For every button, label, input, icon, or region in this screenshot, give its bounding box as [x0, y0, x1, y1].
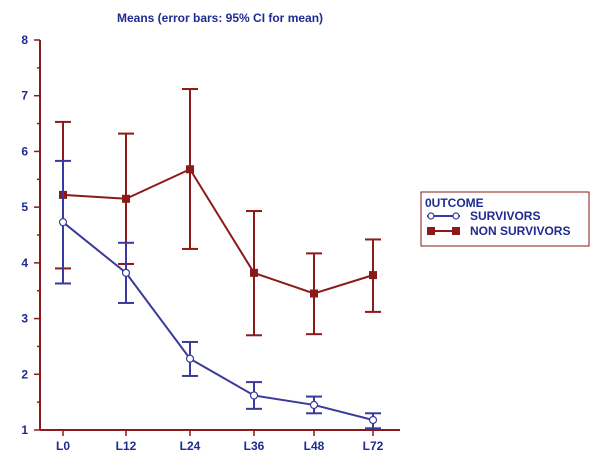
y-tick-label: 4	[21, 256, 28, 270]
x-tick-label: L36	[244, 439, 265, 453]
x-tick-label: L72	[363, 439, 384, 453]
y-tick-label: 7	[21, 89, 28, 103]
legend-marker	[452, 227, 460, 235]
legend-label: SURVIVORS	[470, 209, 540, 223]
y-tick-label: 2	[21, 367, 28, 381]
series-line	[62, 167, 374, 295]
x-tick-label: L0	[56, 439, 70, 453]
x-tick-label: L24	[180, 439, 201, 453]
legend-item: NON SURVIVORS	[427, 224, 570, 238]
data-point	[249, 391, 259, 400]
legend-marker	[427, 227, 435, 235]
data-point	[122, 194, 130, 203]
data-point	[369, 271, 377, 280]
data-point	[186, 165, 194, 174]
series-survivors	[55, 159, 381, 430]
legend-marker	[452, 212, 460, 220]
chart-axes: 1 2 3 4 5 6 7 8 L0 L12 L24 L36 L48 L72	[21, 33, 400, 453]
data-point	[250, 268, 258, 277]
data-point	[121, 268, 131, 277]
data-point	[58, 218, 68, 227]
legend-marker	[427, 212, 435, 220]
y-tick-label: 6	[21, 144, 28, 158]
series-line	[62, 221, 374, 421]
y-tick-label: 1	[21, 423, 28, 437]
legend-label: NON SURVIVORS	[470, 224, 570, 238]
chart-title: Means (error bars: 95% CI for mean)	[117, 11, 323, 25]
x-tick-label: L48	[304, 439, 325, 453]
legend-item: SURVIVORS	[427, 209, 540, 223]
y-tick-label: 5	[21, 200, 28, 214]
data-point	[309, 400, 319, 410]
data-point	[310, 289, 318, 298]
y-tick-label: 3	[21, 312, 28, 326]
chart-series	[55, 88, 381, 430]
legend-title: 0UTCOME	[425, 196, 484, 210]
data-point	[368, 415, 378, 425]
series-non-survivors	[55, 88, 381, 337]
y-tick-label: 8	[21, 33, 28, 47]
x-tick-label: L12	[116, 439, 137, 453]
data-point	[185, 354, 195, 363]
legend-box	[420, 191, 590, 247]
